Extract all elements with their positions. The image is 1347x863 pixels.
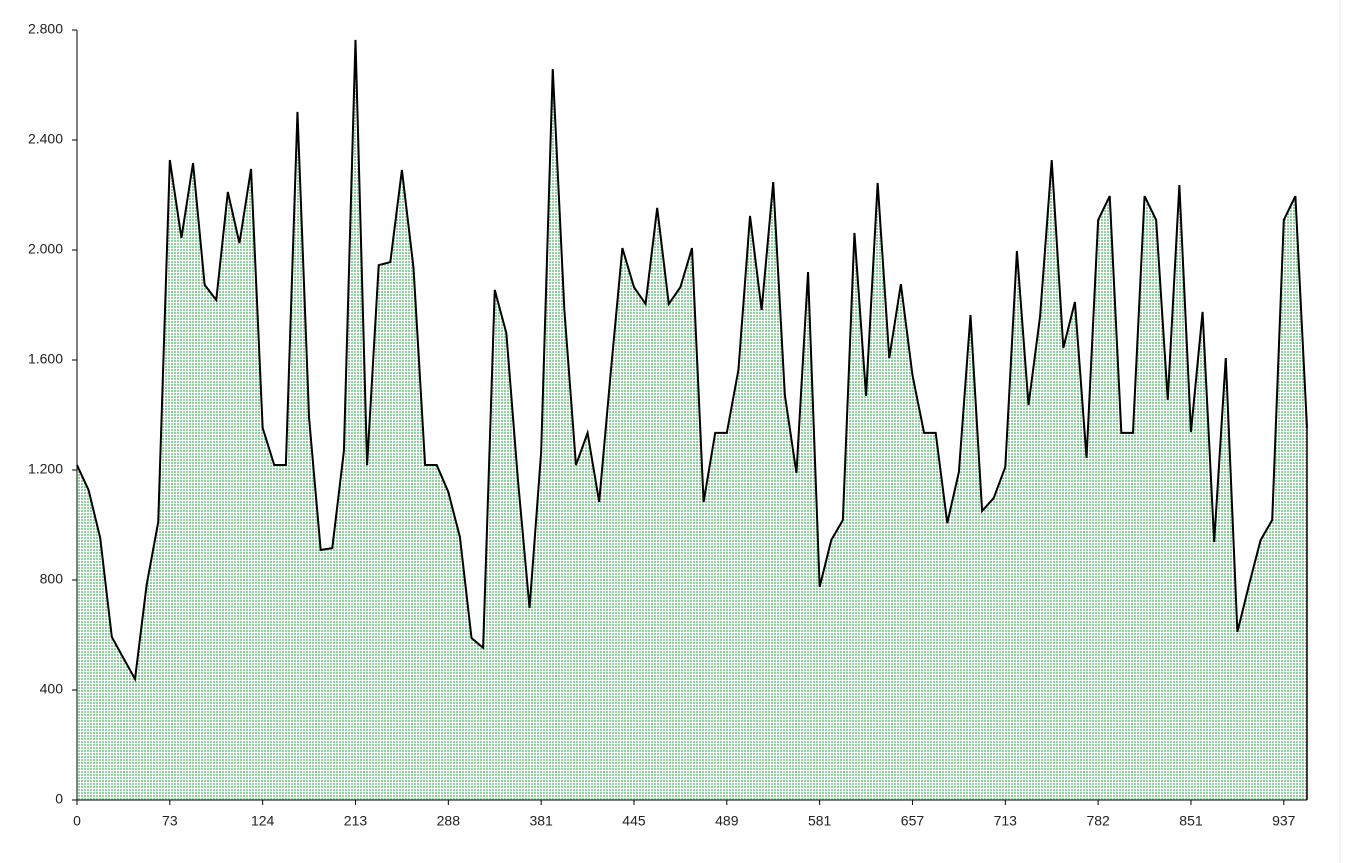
x-tick-label: 213 [344,813,368,829]
y-tick-label: 1.600 [28,351,63,367]
x-tick-label: 851 [1179,813,1203,829]
y-tick-label: 800 [40,571,64,587]
y-tick-label: 2.400 [28,131,63,147]
x-tick-label: 445 [622,813,646,829]
y-tick-label: 0 [55,791,63,807]
y-tick-label: 400 [40,681,64,697]
area-line [76,39,1308,683]
x-tick-label: 489 [715,813,739,829]
x-tick-label: 657 [901,813,925,829]
x-tick-label: 124 [251,813,275,829]
x-tick-label: 782 [1086,813,1110,829]
y-tick-label: 2.000 [28,241,63,257]
x-tick-label: 288 [437,813,461,829]
x-tick-label: 73 [162,813,178,829]
x-tick-label: 713 [994,813,1018,829]
area-fill [77,39,1307,800]
x-tick-label: 581 [808,813,832,829]
x-tick-label: 381 [529,813,553,829]
y-tick-label: 1.200 [28,461,63,477]
x-tick-label: 937 [1272,813,1296,829]
x-tick-label: 0 [73,813,81,829]
y-tick-label: 2.800 [28,21,63,37]
